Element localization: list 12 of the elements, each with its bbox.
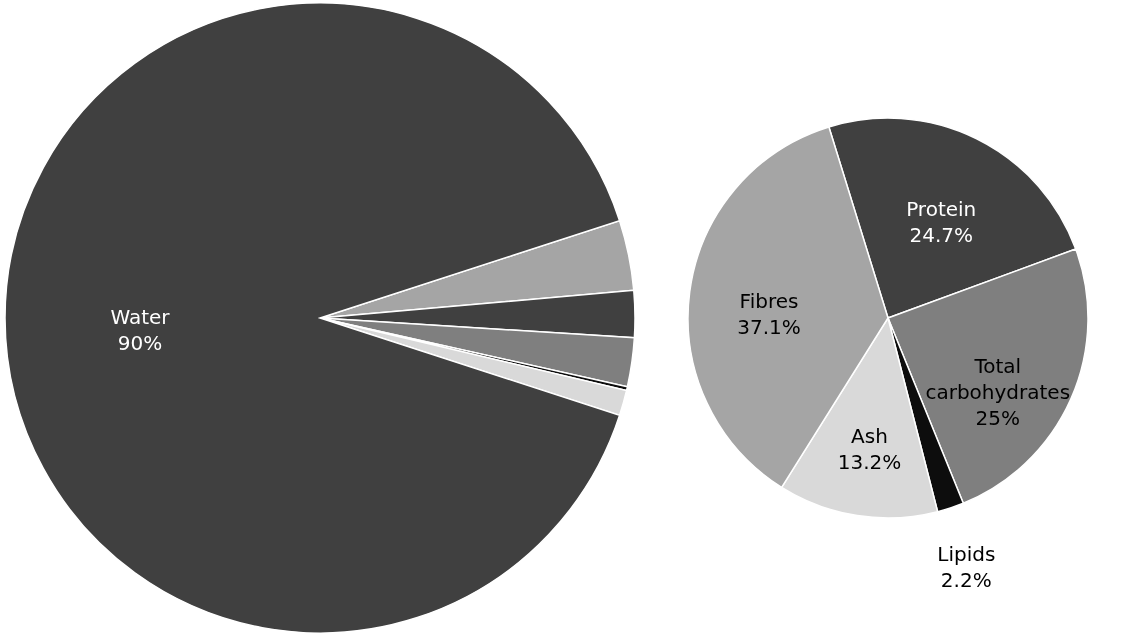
slice-label: Total carbohydrates	[925, 353, 1071, 404]
slice-label: Fibres	[739, 289, 799, 314]
data-label: 2.2%	[940, 568, 992, 593]
data-label: 13.2%	[837, 449, 902, 474]
data-label: 25%	[975, 405, 1020, 430]
slice-label: Lipids	[937, 542, 996, 567]
data-label: 90%	[117, 331, 163, 355]
slice-label: Water	[110, 305, 171, 329]
slice-label: Ash	[851, 423, 888, 448]
data-label: 37.1%	[737, 315, 801, 340]
slice-label: Protein	[906, 197, 977, 222]
data-label: 24.7%	[909, 223, 973, 248]
